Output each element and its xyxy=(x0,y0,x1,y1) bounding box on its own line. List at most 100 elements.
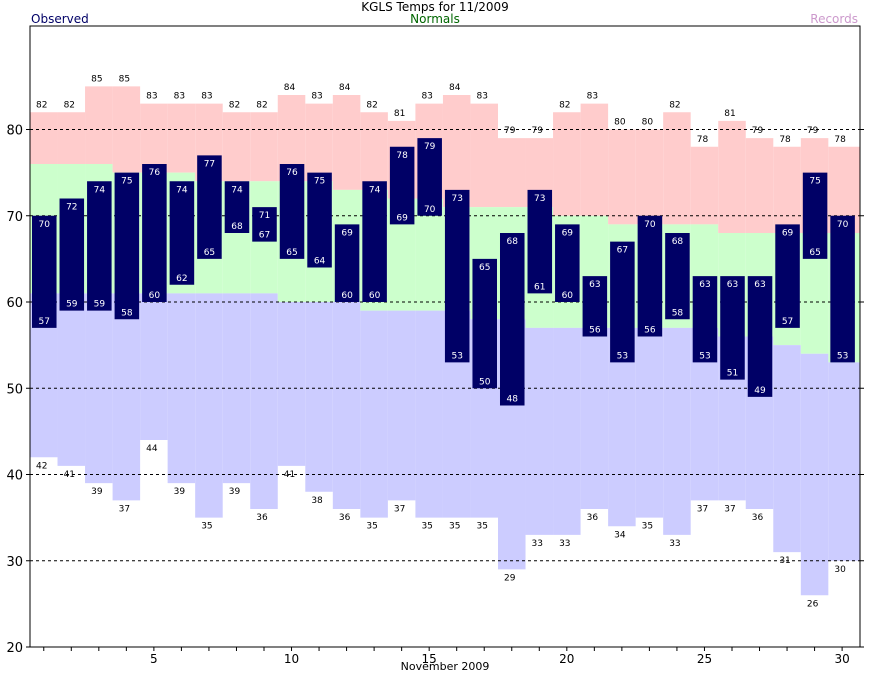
record-high-label: 78 xyxy=(779,135,791,145)
observed-high-label: 70 xyxy=(837,220,849,230)
record-high-label: 78 xyxy=(834,135,846,145)
y-tick-label: 20 xyxy=(6,641,23,656)
record-low-label: 35 xyxy=(449,522,460,532)
observed-low-label: 49 xyxy=(754,386,766,396)
record-low-label: 37 xyxy=(697,504,708,514)
observed-high-label: 71 xyxy=(259,211,270,221)
record-low-label: 30 xyxy=(834,565,846,575)
observed-low-label: 56 xyxy=(644,326,656,336)
observed-high-label: 75 xyxy=(314,177,325,187)
observed-low-label: 60 xyxy=(149,291,161,301)
observed-low-label: 58 xyxy=(672,308,684,318)
observed-high-label: 69 xyxy=(782,228,794,238)
observed-bar xyxy=(747,276,773,397)
record-high-label: 82 xyxy=(366,100,377,110)
record-low-band xyxy=(828,362,860,561)
record-high-band xyxy=(250,112,278,182)
record-high-band xyxy=(222,112,251,182)
observed-bar xyxy=(637,215,663,337)
observed-low-label: 58 xyxy=(121,308,133,318)
record-high-label: 83 xyxy=(587,92,598,102)
record-high-label: 80 xyxy=(642,118,654,128)
record-high-band xyxy=(608,129,636,225)
record-low-label: 36 xyxy=(752,513,764,523)
observed-high-label: 67 xyxy=(617,246,628,256)
record-low-label: 39 xyxy=(174,487,186,497)
record-low-band xyxy=(663,327,691,535)
y-tick-label: 70 xyxy=(6,210,23,225)
record-high-band xyxy=(140,103,168,173)
record-high-band xyxy=(718,120,746,233)
observed-bar xyxy=(362,181,387,302)
observed-bar xyxy=(142,164,167,302)
observed-bar xyxy=(252,207,277,242)
record-high-label: 85 xyxy=(91,74,102,84)
observed-high-label: 74 xyxy=(94,185,106,195)
record-low-label: 35 xyxy=(201,522,212,532)
record-low-label: 36 xyxy=(339,513,351,523)
observed-bar xyxy=(610,241,635,363)
observed-low-label: 59 xyxy=(94,300,106,310)
record-low-band xyxy=(415,310,443,518)
record-high-label: 79 xyxy=(752,126,764,136)
observed-low-label: 70 xyxy=(424,205,436,215)
observed-high-label: 78 xyxy=(396,151,408,161)
observed-high-label: 63 xyxy=(699,280,710,290)
observed-bar xyxy=(87,181,112,311)
observed-bar xyxy=(444,189,470,363)
observed-high-label: 74 xyxy=(176,185,188,195)
record-high-label: 83 xyxy=(421,92,432,102)
x-tick-label: 10 xyxy=(284,652,299,666)
record-high-band xyxy=(745,138,774,233)
normal-band xyxy=(415,198,443,311)
record-low-label: 44 xyxy=(146,444,158,454)
observed-high-label: 68 xyxy=(672,237,684,247)
record-high-label: 82 xyxy=(559,100,570,110)
x-axis-label: November 2009 xyxy=(400,660,490,673)
observed-low-label: 60 xyxy=(369,291,381,301)
observed-high-label: 63 xyxy=(589,280,600,290)
observed-low-label: 65 xyxy=(286,248,297,258)
observed-high-label: 70 xyxy=(39,220,51,230)
observed-bar xyxy=(830,215,855,363)
record-low-label: 37 xyxy=(394,504,405,514)
record-low-label: 37 xyxy=(119,504,130,514)
record-low-band xyxy=(57,293,86,466)
record-low-label: 35 xyxy=(366,522,377,532)
record-low-label: 33 xyxy=(669,539,680,549)
observed-high-label: 69 xyxy=(562,228,574,238)
observed-bar xyxy=(224,181,250,233)
record-high-label: 83 xyxy=(201,92,212,102)
observed-low-label: 59 xyxy=(66,300,78,310)
observed-low-label: 68 xyxy=(231,222,243,232)
legend-records: Records xyxy=(810,12,858,26)
observed-low-label: 57 xyxy=(782,317,793,327)
observed-low-label: 51 xyxy=(727,369,738,379)
y-tick-label: 80 xyxy=(6,124,23,139)
observed-bar xyxy=(417,138,442,216)
observed-low-label: 69 xyxy=(396,213,408,223)
plot-frame xyxy=(29,25,861,648)
record-high-band xyxy=(690,146,719,225)
record-low-label: 34 xyxy=(614,530,626,540)
record-low-band xyxy=(112,293,141,501)
chart-title: KGLS Temps for 11/2009 xyxy=(361,0,509,14)
y-tick-label: 40 xyxy=(6,469,23,484)
record-high-band xyxy=(635,129,664,225)
observed-high-label: 72 xyxy=(66,203,77,213)
observed-low-label: 60 xyxy=(562,291,574,301)
observed-high-label: 75 xyxy=(809,177,820,187)
observed-low-label: 57 xyxy=(39,317,50,327)
record-low-band xyxy=(277,302,306,466)
observed-high-label: 76 xyxy=(286,168,298,178)
observed-low-label: 65 xyxy=(204,248,215,258)
record-high-label: 81 xyxy=(394,109,405,119)
observed-low-label: 67 xyxy=(259,231,270,241)
record-low-label: 35 xyxy=(477,522,488,532)
observed-high-label: 70 xyxy=(644,220,656,230)
observed-high-label: 69 xyxy=(341,228,353,238)
observed-bar xyxy=(169,181,195,285)
observed-bar xyxy=(32,215,57,328)
observed-bar xyxy=(802,172,828,259)
observed-low-label: 64 xyxy=(314,257,326,267)
